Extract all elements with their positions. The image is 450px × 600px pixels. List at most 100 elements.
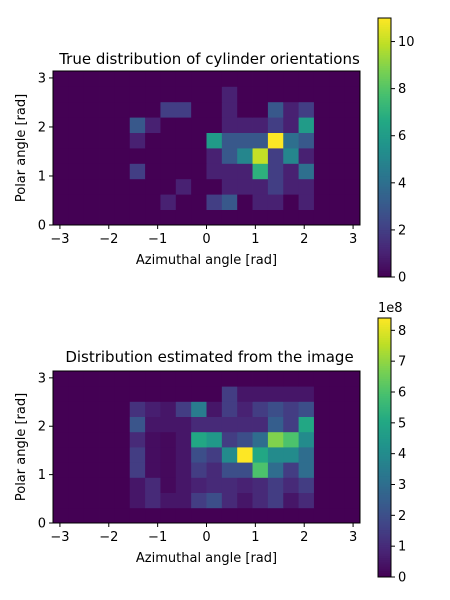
heatmap-cell (160, 178, 177, 195)
heatmap-cell (283, 101, 299, 118)
heatmap-cell (175, 86, 192, 103)
y-tick-label: 1 (38, 468, 46, 483)
heatmap-cell (53, 371, 69, 387)
heatmap-cell (145, 492, 161, 509)
heatmap-cell (344, 101, 361, 118)
colorbar-gradient-step (378, 371, 391, 375)
heatmap-cell (237, 163, 253, 180)
colorbar-gradient-step (378, 533, 391, 537)
heatmap-cell (99, 507, 115, 524)
colorbar-gradient-step (378, 322, 391, 325)
heatmap-cell (191, 163, 207, 180)
heatmap-cell (267, 462, 284, 478)
heatmap-cell (53, 163, 69, 180)
heatmap-cell (206, 462, 223, 478)
heatmap-cell (160, 371, 177, 387)
colorbar-gradient-step (378, 462, 391, 466)
colorbar-tick-label: 3 (398, 478, 406, 493)
heatmap-cell (283, 507, 299, 524)
heatmap-cell (175, 416, 192, 433)
heatmap-cell (206, 71, 223, 87)
colorbar-gradient-step (378, 389, 391, 392)
x-tick-label: −2 (99, 232, 118, 247)
heatmap-cell (68, 194, 85, 210)
colorbar-gradient-step (378, 194, 391, 198)
heatmap-cell (160, 507, 177, 524)
heatmap-cell (221, 492, 238, 509)
heatmap-cell (237, 431, 253, 448)
heatmap-cell (145, 401, 161, 417)
colorbar-gradient-step (378, 48, 391, 51)
heatmap-cell (252, 71, 269, 87)
heatmap-cell (160, 209, 177, 226)
heatmap-cell (114, 431, 131, 448)
x-tick-label: 3 (349, 232, 357, 247)
heatmap-cell (221, 386, 238, 402)
heatmap-cell (283, 401, 299, 417)
heatmap-cell (68, 507, 85, 524)
heatmap-cell (83, 163, 100, 180)
heatmap-cell (175, 163, 192, 180)
chart-true-distribution: −3 −2 −1 0 1 2 3 0 1 2 3 True distribution of cylin… (14, 17, 415, 286)
colorbar-gradient-step (378, 117, 391, 120)
colorbar-gradient-step (378, 212, 391, 215)
heatmap-cell (252, 386, 269, 402)
heatmap-cell (313, 401, 330, 417)
heatmap-cell (267, 431, 284, 448)
colorbar-gradient-step (378, 525, 391, 528)
heatmap-cell (221, 416, 238, 433)
colorbar-tick-label: 4 (398, 447, 406, 462)
colorbar-gradient-step (378, 346, 391, 349)
colorbar-gradient-step (378, 121, 391, 125)
heatmap-cell (99, 462, 115, 478)
colorbar-gradient-step (378, 423, 391, 427)
heatmap-cell (114, 117, 131, 133)
colorbar-gradient-step (378, 78, 391, 82)
heatmap-cell (329, 492, 346, 509)
heatmap-cell (145, 507, 161, 524)
colorbar-gradient-step (378, 248, 391, 252)
colorbar-gradient-step (378, 251, 391, 254)
heatmap-cell (298, 178, 315, 195)
heatmap-cell (160, 148, 177, 164)
colorbar-tick-label: 6 (398, 386, 406, 401)
heatmap-cell (129, 71, 146, 87)
heatmap-cell (237, 416, 253, 433)
heatmap-cell (237, 507, 253, 524)
colorbar-gradient-step (378, 343, 391, 347)
heatmap-cell (129, 163, 146, 180)
colorbar-gradient-step (378, 76, 391, 79)
heatmap-cell (313, 194, 330, 210)
colorbar-gradient-step (378, 393, 391, 397)
colorbar-gradient-step (378, 134, 391, 138)
colorbar-gradient-step (378, 35, 391, 38)
colorbar-gradient-step (378, 41, 391, 45)
heatmap-cell (329, 178, 346, 195)
colorbar-gradient-step (378, 460, 391, 464)
heatmap-cell (206, 431, 223, 448)
heatmap-cell (221, 401, 238, 417)
colorbar-gradient-step (378, 499, 391, 502)
colorbar-gradient-step (378, 242, 391, 246)
colorbar-gradient-step (378, 531, 391, 535)
heatmap-cell (99, 447, 115, 463)
heatmap-cell (99, 86, 115, 103)
heatmap-cell (329, 462, 346, 478)
colorbar-gradient-step (378, 339, 391, 343)
heatmap-cell (99, 477, 115, 493)
colorbar-gradient-step (378, 572, 391, 576)
heatmap-cell (221, 71, 238, 87)
heatmap-cell (267, 386, 284, 402)
colorbar-gradient-step (378, 417, 391, 420)
colorbar-gradient-step (378, 518, 391, 522)
heatmap-cell (344, 148, 361, 164)
heatmap-cell (83, 71, 100, 87)
heatmap-cell (252, 447, 269, 463)
heatmap-cell (83, 447, 100, 463)
heatmap-cell (83, 117, 100, 133)
colorbar-gradient-step (378, 274, 391, 278)
heatmap-cell (329, 148, 346, 164)
heatmap-cell (160, 447, 177, 463)
heatmap-cell (313, 117, 330, 133)
